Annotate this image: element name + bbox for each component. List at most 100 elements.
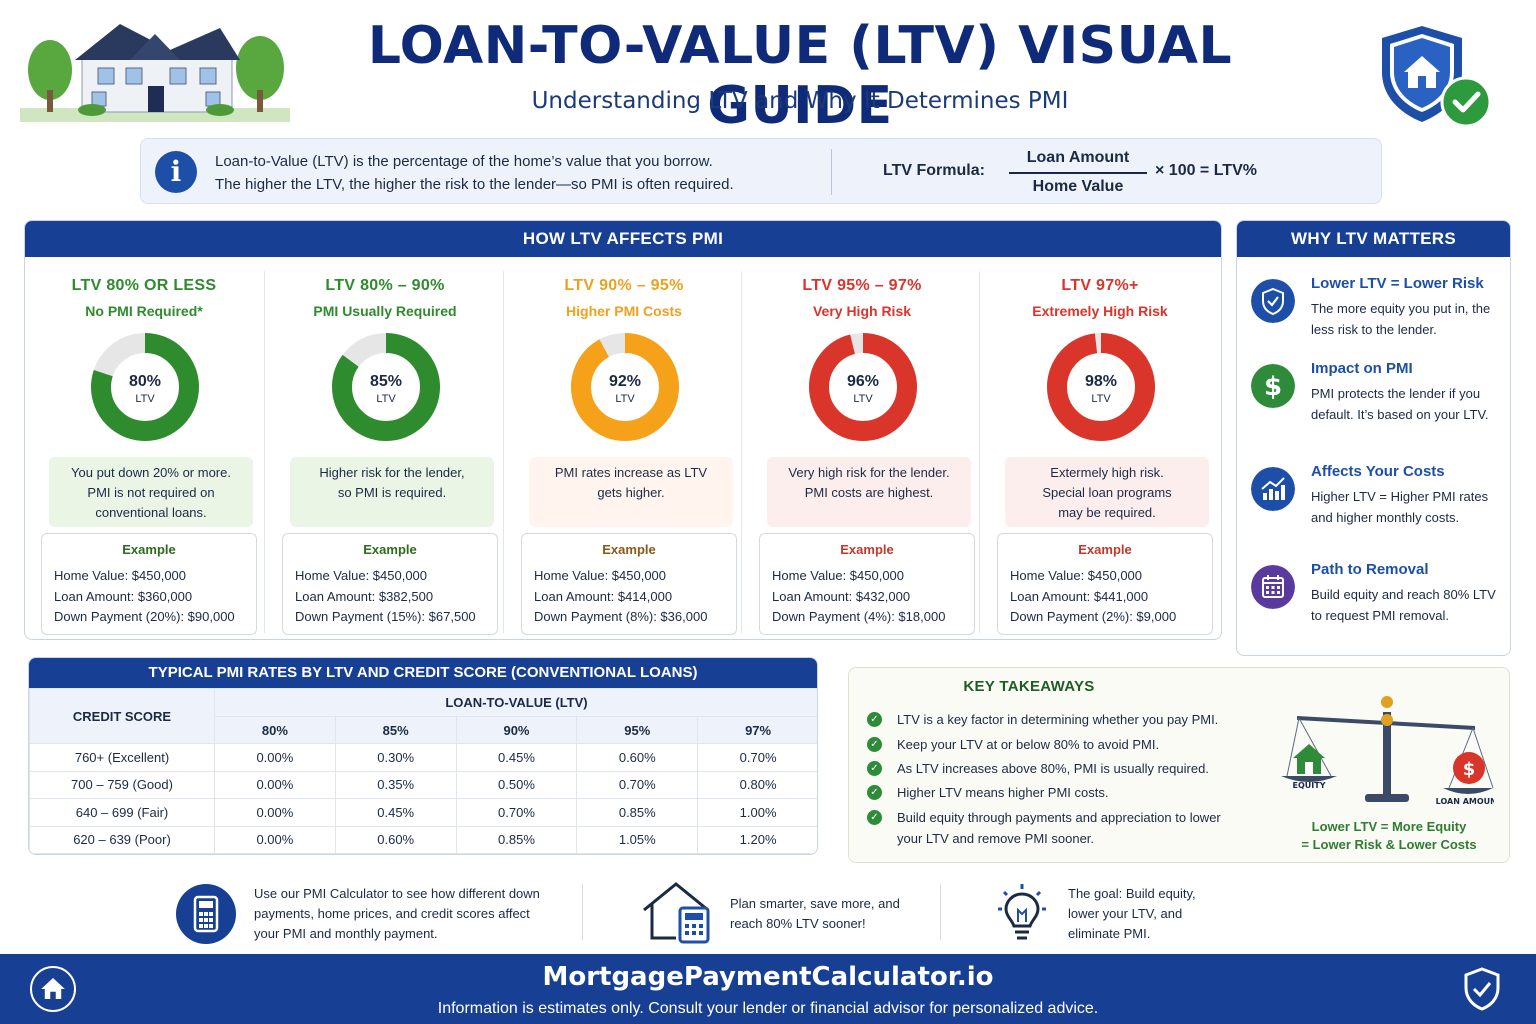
pmi-rate-cell: 1.20% xyxy=(697,825,817,854)
ltv-donut: 92% LTV xyxy=(569,331,681,443)
why-item-title: Lower LTV = Lower Risk xyxy=(1311,275,1484,292)
tip-text-goal: The goal: Build equity, lower your LTV, … xyxy=(1068,886,1196,941)
ltv-col-header: 90% xyxy=(455,716,578,744)
example-line: Down Payment (2%): $9,000 xyxy=(1010,609,1177,624)
why-item-text: PMI protects the lender if you default. … xyxy=(1311,386,1489,422)
tier-description-line: PMI rates increase as LTV xyxy=(554,465,708,480)
credit-score-cell: 640 – 699 (Fair) xyxy=(29,798,215,827)
ltv-col-header: 95% xyxy=(576,716,699,744)
column-divider xyxy=(979,271,980,633)
footer-brand[interactable]: MortgagePaymentCalculator.io xyxy=(542,962,994,992)
donut-fill xyxy=(332,333,440,441)
column-divider xyxy=(741,271,742,633)
example-line: Loan Amount: $432,000 xyxy=(772,588,911,604)
formula-result: × 100 = LTV% xyxy=(1155,162,1257,179)
svg-text:$: $ xyxy=(1463,759,1476,780)
table-row: 700 – 759 (Good) 0.00% 0.35% 0.50% 0.70% 0.80… xyxy=(29,770,817,799)
why-item-title: Path to Removal xyxy=(1311,561,1429,578)
donut-ltv-label: LTV xyxy=(615,393,635,405)
ltv-donut: 85% LTV xyxy=(330,331,442,443)
panel-heading: TYPICAL PMI RATES BY LTV AND CREDIT SCOR… xyxy=(29,658,817,688)
credit-score-cell: 620 – 639 (Poor) xyxy=(29,825,215,854)
tier-title: LTV 97%+ xyxy=(1061,277,1139,294)
donut-ltv-label: LTV xyxy=(853,393,873,405)
example-line: Home Value: $450,000 xyxy=(1010,568,1143,583)
tier-description-line: PMI costs are highest. xyxy=(804,485,934,500)
table-subheader-row: 80% 85% 90% 95% 97% xyxy=(30,716,817,744)
house-calculator-icon xyxy=(643,882,710,944)
credit-score-cell: 760+ (Excellent) xyxy=(29,743,215,772)
example-title: Example xyxy=(363,542,417,557)
key-takeaways-panel: KEY TAKEAWAYS ✓ LTV is a key factor in de… xyxy=(848,667,1510,863)
pmi-rate-cell: 1.00% xyxy=(697,798,817,827)
scale-caption-line-1: Lower LTV = More Equity xyxy=(1311,819,1467,834)
example-line: Down Payment (8%): $36,000 xyxy=(534,609,708,624)
ltv-tier-column: LTV 80% – 90% PMI Usually Required 85% LT… xyxy=(266,267,504,637)
ltv-donut-ring xyxy=(91,333,199,441)
svg-text:$: $ xyxy=(1264,372,1282,402)
pmi-rate-cell: 0.50% xyxy=(455,770,578,799)
tier-title: LTV 90% – 95% xyxy=(564,277,684,294)
why-item-title: Affects Your Costs xyxy=(1311,463,1445,480)
example-box: Example Home Value: $450,000 Loan Amount: … xyxy=(997,533,1213,635)
tier-subtitle: PMI Usually Required xyxy=(313,303,457,319)
scale-right-label: LOAN AMOUNT xyxy=(1436,797,1494,806)
why-item-text: Higher LTV = Higher PMI rates and higher… xyxy=(1311,489,1489,525)
why-item-text: The more equity you put in, the less ris… xyxy=(1311,301,1491,337)
donut-fill xyxy=(91,333,199,441)
ltv-definition: Loan-to-Value (LTV) is the percentage of… xyxy=(215,150,734,196)
tier-description-line: Very high risk for the lender. xyxy=(788,465,950,480)
example-line: Loan Amount: $360,000 xyxy=(54,588,193,604)
house-illustration xyxy=(20,24,290,122)
ltv-tier-column: LTV 95% – 97% Very High Risk 96% LTV Very… xyxy=(743,267,981,637)
ltv-col-header: 80% xyxy=(214,716,336,744)
pmi-rate-cell: 0.80% xyxy=(697,770,817,799)
how-ltv-affects-pmi-panel: HOW LTV AFFECTS PMI LTV 80% OR LESS No PM… xyxy=(24,220,1222,640)
example-title: Example xyxy=(840,542,894,557)
lightbulb-icon xyxy=(998,884,1046,940)
check-icon: ✓ xyxy=(867,810,882,825)
tier-description: Higher risk for the lender, so PMI is req… xyxy=(290,457,494,527)
donut-percent: 85% xyxy=(369,373,403,390)
pmi-rate-cell: 0.70% xyxy=(576,770,699,799)
tier-title: LTV 95% – 97% xyxy=(802,277,922,294)
tip-text-calculator: Use our PMI Calculator to see how differ… xyxy=(254,886,540,941)
ltv-donut: 98% LTV xyxy=(1045,331,1157,443)
ltv-tier-column: LTV 90% – 95% Higher PMI Costs 92% LTV PM… xyxy=(505,267,743,637)
pmi-rate-cell: 0.00% xyxy=(214,798,336,827)
why-item-title: Impact on PMI xyxy=(1311,360,1413,377)
why-item-text: Build equity and reach 80% LTV to reques… xyxy=(1311,587,1496,623)
tier-description-line: Extermely high risk. xyxy=(1050,465,1164,480)
home-icon[interactable] xyxy=(30,966,76,1012)
credit-score-cell: 700 – 759 (Good) xyxy=(29,770,215,799)
shield-check-icon xyxy=(1251,279,1295,323)
example-line: Home Value: $450,000 xyxy=(534,568,667,583)
example-line: Loan Amount: $382,500 xyxy=(295,588,434,604)
donut-percent: 98% xyxy=(1084,373,1118,390)
donut-fill xyxy=(809,333,917,441)
check-icon: ✓ xyxy=(867,737,882,752)
donut-fill xyxy=(571,333,679,441)
tier-description-line: gets higher. xyxy=(597,485,665,500)
calendar-icon xyxy=(1251,565,1295,609)
check-icon: ✓ xyxy=(867,761,882,776)
pmi-rate-cell: 0.60% xyxy=(334,825,457,854)
footer: MortgagePaymentCalculator.io Information… xyxy=(0,954,1536,1024)
example-line: Home Value: $450,000 xyxy=(54,568,187,583)
example-box: Example Home Value: $450,000 Loan Amount: … xyxy=(41,533,257,635)
ltv-donut: 96% LTV xyxy=(807,331,919,443)
pmi-rates-table-panel: TYPICAL PMI RATES BY LTV AND CREDIT SCOR… xyxy=(28,657,818,855)
tier-description: Extermely high risk. Special loan program… xyxy=(1005,457,1209,527)
example-box: Example Home Value: $450,000 Loan Amount: … xyxy=(282,533,498,635)
table-row: 760+ (Excellent) 0.00% 0.30% 0.45% 0.60% 0.70… xyxy=(29,743,817,772)
credit-score-header: CREDIT SCORE xyxy=(29,688,215,744)
example-line: Home Value: $450,000 xyxy=(772,568,905,583)
example-line: Loan Amount: $414,000 xyxy=(534,588,673,604)
tip-divider xyxy=(582,884,583,940)
column-divider xyxy=(264,271,265,633)
tier-description-line: Higher risk for the lender, xyxy=(319,465,465,480)
donut-percent: 92% xyxy=(608,373,642,390)
formula-denominator: Home Value xyxy=(1032,178,1124,195)
example-line: Down Payment (20%): $90,000 xyxy=(54,609,235,624)
shield-home-check-icon xyxy=(1382,26,1492,128)
